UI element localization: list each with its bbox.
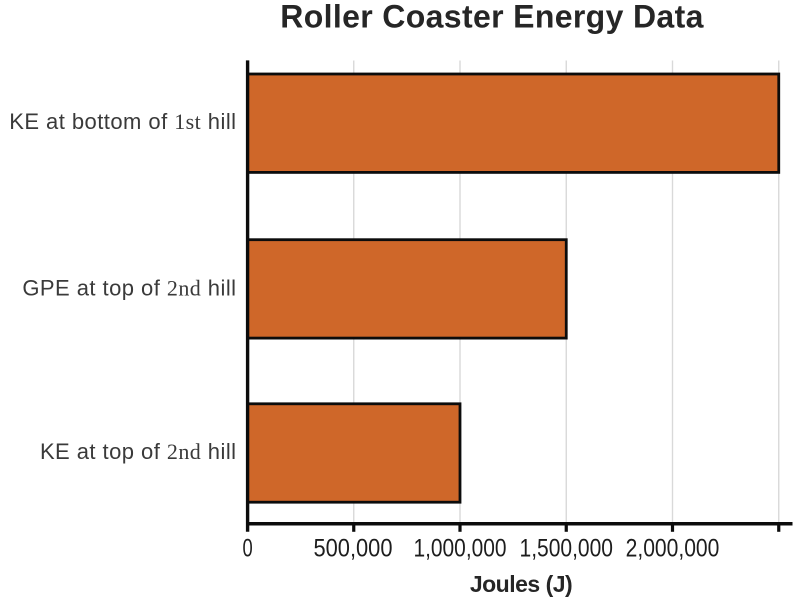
svg-text:500,000: 500,000 <box>314 535 393 563</box>
svg-text:KE at top of 2nd hill: KE at top of 2nd hill <box>40 439 237 464</box>
svg-text:2,000,000: 2,000,000 <box>626 535 720 563</box>
svg-text:0: 0 <box>243 535 253 563</box>
svg-text:GPE at top of 2nd hill: GPE at top of 2nd hill <box>22 275 236 300</box>
svg-text:1,500,000: 1,500,000 <box>520 535 614 563</box>
svg-text:1,000,000: 1,000,000 <box>414 535 507 563</box>
svg-text:KE at bottom of 1st hill: KE at bottom of 1st hill <box>9 109 236 134</box>
svg-text:Roller Coaster Energy Data: Roller Coaster Energy Data <box>280 0 703 35</box>
svg-text:Joules (J): Joules (J) <box>470 571 572 597</box>
